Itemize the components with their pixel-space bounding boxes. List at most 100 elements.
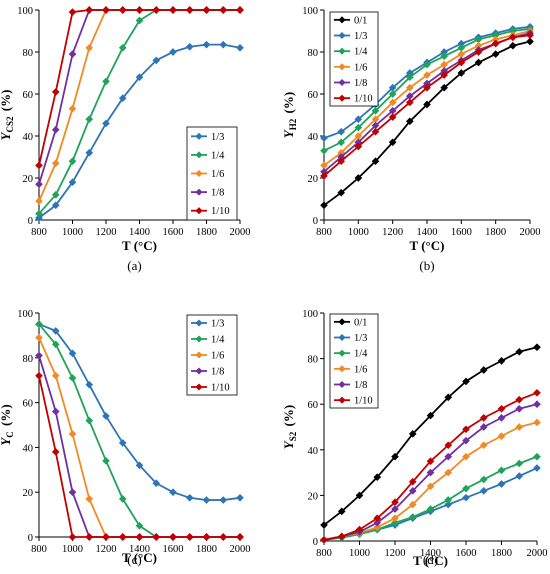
series-1-10	[320, 31, 534, 180]
panel-b: 800 1000 1200 1400 1600 1800 2000 0 20 40 60 80 100 T…	[281, 6, 541, 273]
x-tick-label: 1000	[348, 227, 369, 238]
data-point	[533, 418, 541, 427]
data-point	[35, 333, 43, 342]
legend-label: 0/1	[354, 15, 367, 26]
legend-label: 1/4	[354, 349, 368, 360]
legend-label: 1/3	[354, 31, 367, 42]
x-tick-label: 1800	[196, 227, 217, 238]
data-point	[444, 496, 453, 504]
data-point	[219, 40, 228, 49]
data-point	[320, 134, 328, 142]
y-tick-label: 80	[23, 354, 34, 365]
y-tick-label: 20	[23, 488, 34, 499]
data-point	[444, 441, 453, 450]
y-axis-unit: (%)	[0, 90, 13, 115]
y-tick-label: 100	[302, 309, 318, 320]
y-tick-label: 40	[23, 443, 34, 454]
panel-caption: (d)	[423, 552, 438, 567]
data-point	[68, 374, 77, 382]
x-tick-label: 1400	[129, 227, 150, 238]
legend-swatch-marker	[195, 335, 203, 343]
data-point	[236, 493, 244, 502]
data-point	[85, 380, 94, 389]
data-point	[85, 148, 94, 157]
data-point	[479, 441, 488, 450]
data-point	[68, 349, 77, 358]
y-axis-label: YH2 (%)	[281, 92, 298, 138]
panel-d: 800 1000 1200 1400 1600 1800 2000 0 20 40 60 80 100 T…	[281, 309, 548, 568]
data-point	[85, 416, 94, 425]
data-point	[373, 518, 382, 527]
data-point	[355, 491, 364, 500]
data-point	[68, 50, 77, 58]
legend-swatch-marker	[338, 365, 346, 373]
panel-caption: (b)	[419, 258, 434, 273]
series-line	[323, 421, 538, 541]
legend-label: 1/3	[354, 333, 367, 344]
legend-label: 1/6	[354, 62, 367, 73]
x-tick-label: 800	[31, 544, 47, 555]
x-tick-label: 1400	[420, 548, 441, 559]
data-point	[35, 180, 43, 189]
x-axis-label: T (°C)	[410, 238, 445, 253]
data-point	[408, 500, 417, 509]
data-point	[373, 523, 382, 532]
y-tick-label: 0	[313, 537, 318, 548]
data-point	[515, 423, 524, 431]
y-tick-label: 80	[308, 48, 319, 59]
legend-swatch-marker	[338, 16, 346, 24]
series-1-4	[320, 452, 541, 544]
data-point	[35, 197, 43, 205]
data-point	[533, 388, 541, 397]
y-axis-subscript: C	[5, 431, 15, 438]
data-point	[462, 377, 470, 386]
y-tick-label: 20	[23, 174, 34, 185]
data-point	[533, 343, 541, 352]
y-tick-label: 60	[308, 90, 319, 101]
x-tick-label: 1800	[485, 227, 506, 238]
data-point	[371, 106, 380, 115]
data-point	[462, 436, 470, 445]
data-point	[391, 518, 399, 527]
data-point	[497, 466, 506, 475]
y-tick-label: 80	[23, 48, 34, 59]
data-point	[462, 452, 470, 461]
x-tick-label: 800	[316, 548, 332, 559]
y-tick-label: 40	[308, 446, 319, 457]
data-point	[462, 425, 470, 434]
legend-swatch-marker	[338, 31, 346, 40]
panel-caption: (c)	[127, 552, 141, 567]
data-point	[118, 533, 127, 541]
data-point	[426, 482, 435, 491]
legend-swatch-marker	[195, 151, 203, 159]
legend-label: 1/4	[211, 335, 225, 346]
data-point	[391, 514, 399, 523]
x-tick-label: 1000	[62, 544, 83, 555]
legend-box	[329, 313, 379, 409]
legend-label: 1/8	[354, 380, 367, 391]
y-tick-label: 40	[308, 132, 319, 143]
x-tick-label: 1400	[417, 227, 438, 238]
data-point	[406, 117, 414, 126]
data-point	[497, 480, 506, 488]
x-tick-label: 1600	[451, 227, 472, 238]
legend: 0/1 1/3 1/4 1/6 1/8 1/10	[329, 11, 379, 107]
x-tick-label: 2000	[527, 548, 548, 559]
x-tick-label: 1000	[62, 227, 83, 238]
legend-swatch-marker	[338, 94, 346, 102]
x-tick-label: 2000	[520, 227, 541, 238]
y-axis-symbol: Y	[281, 440, 296, 449]
x-tick-label: 1200	[382, 227, 403, 238]
y-tick-label: 80	[308, 355, 319, 366]
data-point	[102, 412, 110, 420]
series-1-8	[320, 400, 541, 544]
data-point	[51, 407, 60, 416]
data-point	[408, 477, 417, 486]
data-point	[102, 119, 110, 128]
x-tick-label: 1600	[163, 544, 184, 555]
legend-label: 1/10	[211, 383, 230, 394]
y-tick-label: 40	[23, 132, 34, 143]
data-point	[320, 146, 328, 155]
data-point	[219, 533, 228, 541]
data-point	[219, 6, 228, 14]
